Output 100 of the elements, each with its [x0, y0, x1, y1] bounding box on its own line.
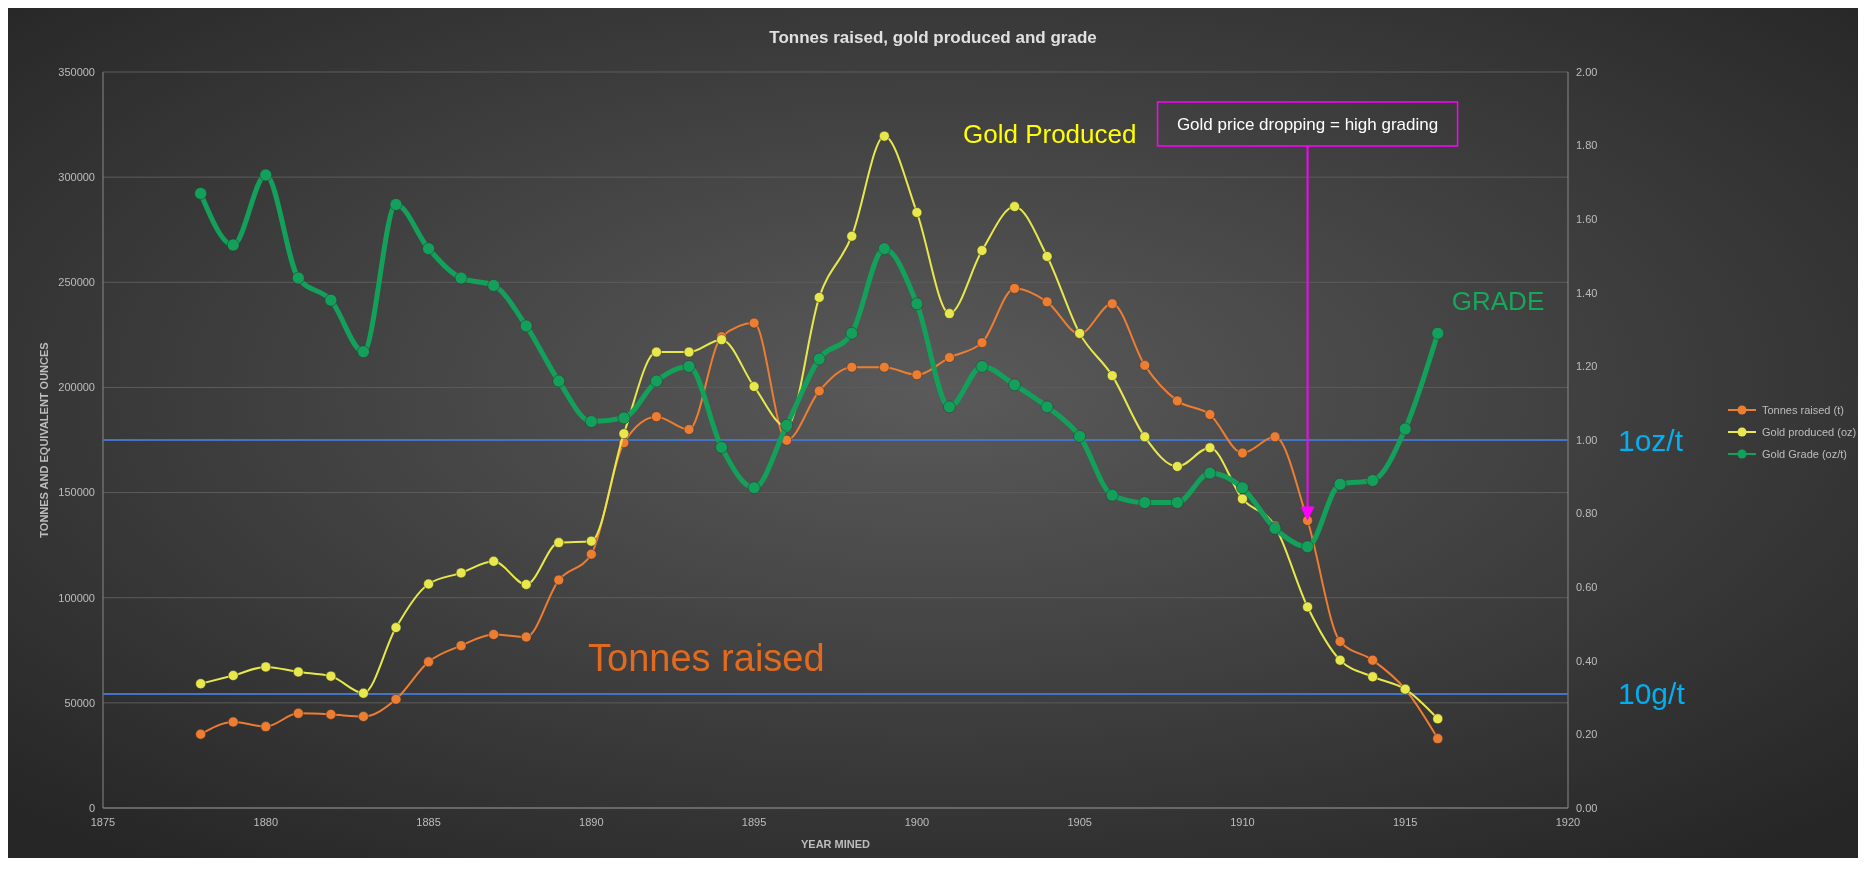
point [1366, 474, 1379, 487]
point [1172, 461, 1183, 472]
point [325, 709, 337, 720]
point [390, 694, 402, 705]
y2-tick-label: 1.40 [1576, 286, 1598, 299]
y2-tick-label: 0.40 [1576, 654, 1598, 667]
y2-tick-label: 2.00 [1576, 65, 1598, 78]
y-tick-label: 250000 [58, 276, 95, 289]
legend-label: Gold produced (oz) [1762, 425, 1857, 438]
point [293, 708, 304, 719]
point [617, 411, 631, 425]
point [1138, 496, 1152, 509]
point [1204, 409, 1216, 420]
point [879, 130, 890, 142]
point [1432, 733, 1444, 744]
point [520, 579, 532, 590]
point [553, 537, 565, 548]
point [325, 670, 337, 682]
point [1171, 496, 1184, 509]
point [1008, 378, 1021, 392]
x-tick-label: 1900 [904, 816, 930, 828]
point [1106, 298, 1118, 309]
point [1009, 201, 1020, 212]
point [1041, 251, 1053, 262]
point [423, 578, 434, 590]
point [1139, 431, 1151, 443]
point [715, 441, 728, 454]
point [194, 187, 207, 200]
point [1106, 370, 1118, 381]
point [455, 567, 467, 579]
point [683, 424, 695, 435]
point [748, 317, 760, 329]
x-axis-title: YEAR MINED [800, 838, 871, 850]
point [227, 716, 239, 728]
point [747, 481, 761, 495]
point [422, 242, 435, 255]
point [586, 548, 597, 560]
point [944, 308, 955, 319]
annotation: GRADE [1451, 286, 1545, 316]
ref-line-label: 1oz/t [1618, 423, 1684, 457]
x-tick-label: 1905 [1067, 816, 1092, 828]
point [1237, 447, 1248, 459]
y2-tick-label: 1.80 [1576, 139, 1598, 152]
point [1301, 540, 1314, 553]
point [227, 670, 239, 681]
point [553, 574, 565, 586]
point [846, 230, 858, 242]
point [1431, 327, 1445, 340]
point [845, 327, 859, 340]
y2-tick-label: 0.20 [1576, 728, 1598, 741]
chart-title: Tonnes raised, gold produced and grade [769, 28, 1097, 47]
point [813, 292, 825, 303]
x-tick-label: 1915 [1392, 816, 1418, 828]
x-tick-label: 1910 [1230, 816, 1255, 828]
point [878, 242, 891, 255]
y2-tick-label: 0.80 [1576, 507, 1598, 520]
point [1367, 671, 1378, 683]
y2-tick-label: 1.60 [1576, 213, 1598, 226]
point [488, 629, 499, 640]
point [976, 245, 988, 256]
point [911, 207, 923, 218]
point [651, 411, 662, 422]
x-tick-label: 1920 [1555, 816, 1581, 828]
point [357, 345, 370, 358]
legend-label: Tonnes raised (t) [1762, 403, 1844, 416]
point [586, 535, 597, 547]
point [1432, 713, 1444, 725]
point [1040, 400, 1054, 414]
point [293, 666, 304, 678]
point [1236, 481, 1249, 495]
y2-tick-label: 1.20 [1576, 360, 1598, 373]
annotation: Gold price dropping = high grading [1176, 114, 1439, 134]
point [1367, 654, 1378, 666]
point [260, 661, 272, 673]
point [358, 687, 369, 699]
y2-tick-label: 1.00 [1576, 433, 1598, 446]
point [292, 271, 305, 285]
point [651, 346, 662, 358]
point [488, 556, 499, 567]
x-tick-label: 1880 [253, 816, 279, 828]
point [944, 352, 955, 363]
point [195, 678, 206, 689]
point [454, 271, 468, 285]
point [1041, 296, 1053, 308]
point [976, 337, 988, 348]
point [1269, 431, 1281, 443]
legend-label: Gold Grade (oz/t) [1762, 447, 1847, 460]
point [324, 293, 338, 307]
y-tick-label: 100000 [58, 591, 95, 604]
point [1334, 654, 1346, 666]
point [618, 428, 630, 439]
point [1203, 466, 1217, 480]
y-tick-label: 150000 [58, 486, 95, 499]
point [910, 297, 924, 311]
point [911, 369, 923, 381]
point [1073, 430, 1086, 443]
point [1009, 283, 1020, 294]
point [519, 319, 533, 333]
point [455, 640, 467, 651]
point [1334, 636, 1346, 647]
